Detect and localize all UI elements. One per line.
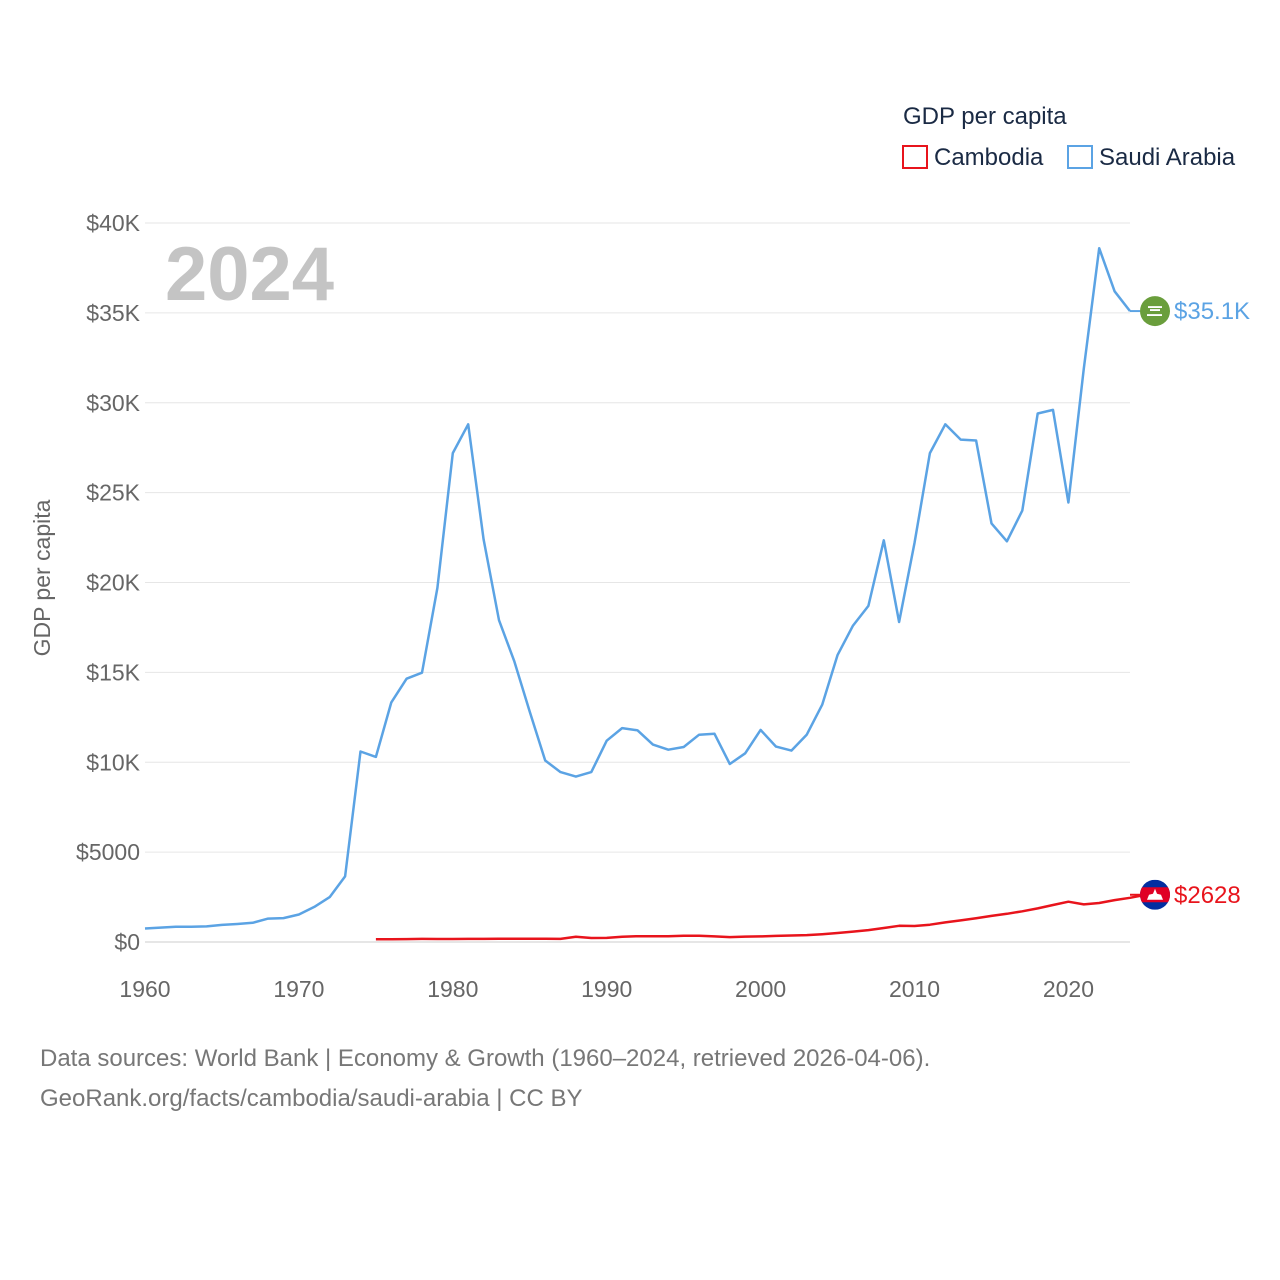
legend-swatch-cambodia[interactable] [902,145,928,169]
x-tick-label: 2010 [889,976,940,1002]
series-line-saudi-arabia [144,246,1131,930]
y-tick-label: $10K [86,749,140,775]
source-line-2[interactable]: GeoRank.org/facts/cambodia/saudi-arabia … [40,1085,583,1112]
x-tick-label: 1980 [427,976,478,1002]
y-tick-label: $30K [86,390,140,416]
y-tick-label: $15K [86,659,140,685]
legend-swatch-saudi-arabia[interactable] [1067,145,1093,169]
series-lines [144,246,1146,941]
x-tick-label: 1960 [119,976,170,1002]
y-tick-label: $0 [114,929,140,955]
y-axis-ticks: $0 $5000 $10K $15K $20K $25K $30K $35K $40K [76,210,141,955]
x-axis-ticks: 1960 1970 1980 1990 2000 2010 2020 [119,976,1094,1002]
y-tick-label: $5000 [76,839,140,865]
gridlines [145,222,1130,943]
legend-label-cambodia[interactable]: Cambodia [934,144,1044,171]
y-tick-label: $25K [86,480,140,506]
x-tick-label: 1990 [581,976,632,1002]
year-label: 2024 [165,232,334,317]
legend-label-saudi-arabia[interactable]: Saudi Arabia [1099,144,1236,171]
y-tick-label: $20K [86,570,140,596]
x-tick-label: 1970 [273,976,324,1002]
legend: GDP per capita Cambodia Saudi Arabia [902,103,1236,171]
legend-title: GDP per capita [903,103,1067,130]
end-markers: $2628 $35.1K [1130,296,1250,910]
x-tick-label: 2020 [1043,976,1094,1002]
cambodia-flag-icon [1140,879,1170,910]
y-axis-title: GDP per capita [29,499,55,656]
y-tick-label: $40K [86,210,140,236]
end-value-label-saudi-arabia: $35.1K [1174,298,1250,325]
source-line-1: Data sources: World Bank | Economy & Gro… [40,1045,931,1072]
series-line-cambodia [375,893,1146,941]
y-tick-label: $35K [86,300,140,326]
saudi-arabia-flag-icon [1140,296,1170,327]
x-tick-label: 2000 [735,976,786,1002]
end-value-label-cambodia: $2628 [1174,882,1241,909]
